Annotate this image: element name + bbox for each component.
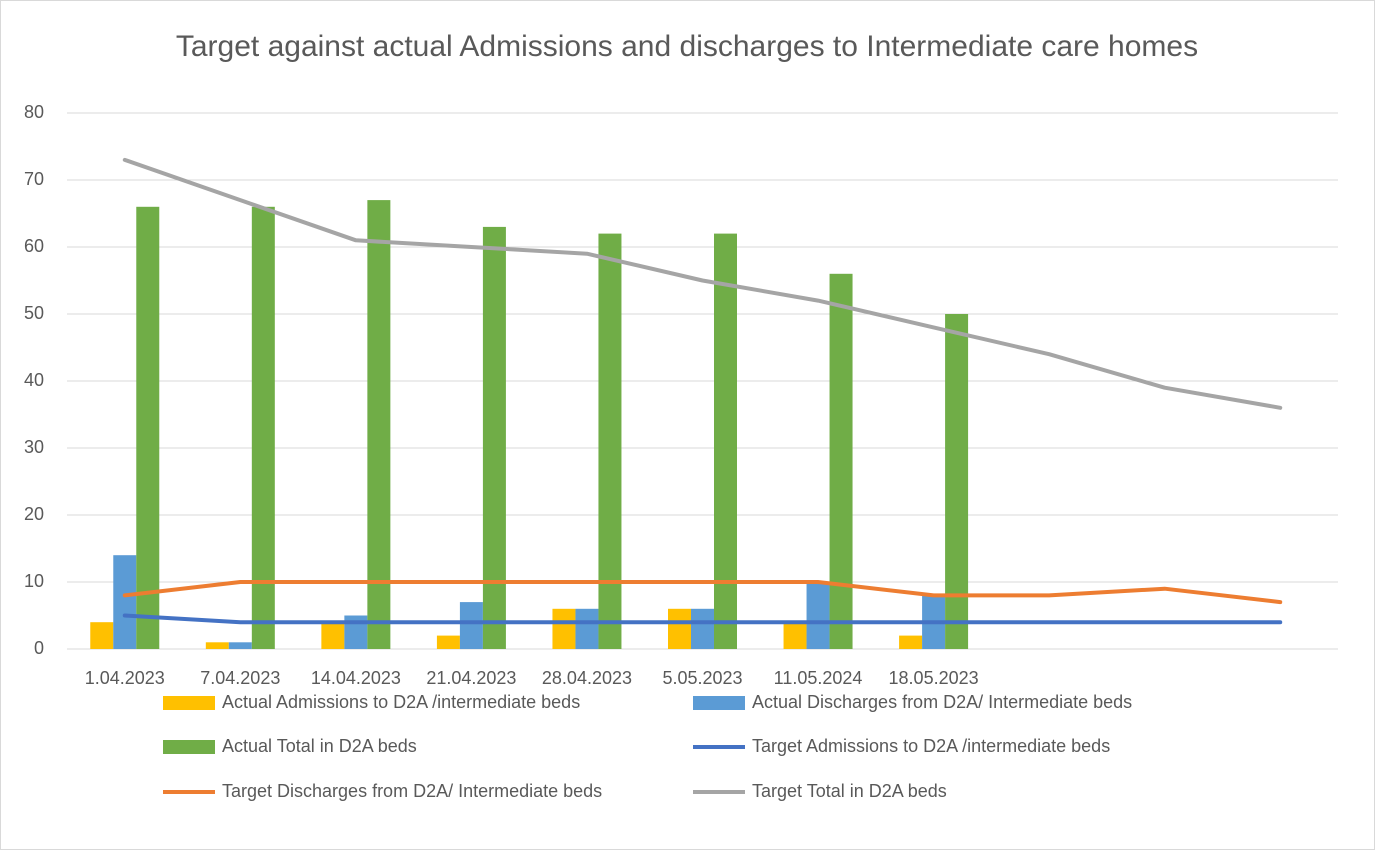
bar [251,206,275,650]
bar [228,642,252,649]
legend-label: Target Total in D2A beds [752,781,947,801]
bar [899,635,923,649]
line [122,157,1283,410]
y-tick-label: 0 [34,638,44,658]
bar [829,273,853,649]
bar [459,602,483,649]
x-tick-label: 11.05.2024 [774,668,863,688]
legend-label: Actual Total in D2A beds [222,736,417,756]
bar [598,233,622,649]
legend-label: Target Discharges from D2A/ Intermediate… [222,781,602,801]
bar [691,608,714,649]
x-tick-label: 5.05.2023 [662,668,742,688]
legend-swatch [163,696,215,710]
y-tick-label: 10 [24,571,44,591]
legend-swatch [693,696,745,710]
bar [113,555,137,649]
bar [205,642,229,649]
x-tick-label: 21.04.2023 [426,668,516,688]
line [122,613,1283,625]
x-tick-label: 14.04.2023 [311,668,401,688]
y-tick-label: 70 [24,169,44,189]
bar [482,226,506,649]
bar [552,608,576,649]
bar [668,608,691,649]
x-tick-label: 7.04.2023 [200,668,280,688]
legend-label: Actual Admissions to D2A /intermediate b… [222,692,580,712]
y-tick-label: 50 [24,303,44,323]
bar [806,582,830,649]
y-tick-label: 40 [24,370,44,390]
y-tick-label: 80 [24,102,44,122]
bar [945,314,969,649]
x-tick-label: 18.05.2023 [889,668,979,688]
legend-swatch [163,740,215,754]
legend-label: Target Admissions to D2A /intermediate b… [752,736,1110,756]
x-tick-label: 1.04.2023 [85,668,165,688]
y-tick-label: 20 [24,504,44,524]
legend-label: Actual Discharges from D2A/ Intermediate… [752,692,1132,712]
bar [783,622,807,649]
bar [367,200,391,649]
y-tick-label: 30 [24,437,44,457]
x-tick-label: 28.04.2023 [542,668,632,688]
y-tick-label: 60 [24,236,44,256]
chart-title: Target against actual Admissions and dis… [176,30,1198,63]
bar [90,622,114,649]
bar [136,206,160,650]
line [122,580,1283,605]
bar [321,622,345,649]
bar [714,233,737,649]
bar [575,608,599,649]
bar [436,635,460,649]
